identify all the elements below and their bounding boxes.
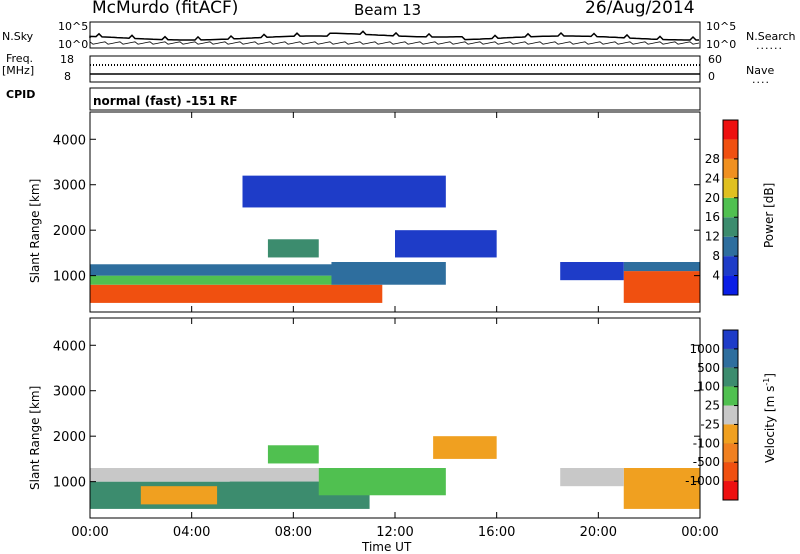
freq-tick-bottom: 8 <box>64 70 71 83</box>
station-title: McMurdo (fitACF) <box>92 0 239 18</box>
velocity-colorbar-tick-label-2: 100 <box>697 380 720 394</box>
velocity-ytick-label-0: 1000 <box>53 476 86 491</box>
freq-panel-frame <box>89 55 701 83</box>
velocity-colorbar-tick-label-7: -1000 <box>685 474 720 488</box>
power-colorbar-swatch-1 <box>723 256 738 276</box>
velocity-xtick-label-2: 08:00 <box>275 525 312 540</box>
power-ytick-label-2: 3000 <box>53 179 86 194</box>
cpid-text: normal (fast) -151 RF <box>93 94 238 108</box>
power-colorbar-frame <box>722 119 739 296</box>
cpid-label: CPID <box>6 88 36 101</box>
date-label: 26/Aug/2014 <box>585 0 695 18</box>
velocity-xtick-label-0: 00:00 <box>71 525 108 540</box>
time-xlabel: Time UT <box>362 540 412 554</box>
freq-label: Freq. <box>6 52 34 65</box>
power-colorbar-tick-label-2: 12 <box>705 230 720 244</box>
nsearch-tick-bottom: 10^0 <box>706 38 737 51</box>
velocity-xtick-label-6: 00:00 <box>681 525 718 540</box>
power-cell-7 <box>560 262 624 281</box>
power-colorbar-swatch-3 <box>723 217 738 237</box>
power-colorbar-swatch-7 <box>723 139 738 159</box>
power-colorbar-swatch-6 <box>723 158 738 179</box>
velocity-colorbar-band-6 <box>723 443 738 463</box>
velocity-xtick-label-4: 16:00 <box>478 525 515 540</box>
velocity-cell-4 <box>318 468 446 496</box>
velocity-colorbar-band-8 <box>723 481 738 500</box>
power-cell-4 <box>395 230 497 258</box>
power-ytick-label-1: 2000 <box>53 224 86 239</box>
power-cell-5 <box>623 271 700 303</box>
velocity-colorbar-band-3 <box>723 386 738 406</box>
power-colorbar-swatch-4 <box>723 197 738 218</box>
power-colorbar-tick-label-0: 4 <box>712 269 720 283</box>
power-cell-6 <box>623 262 700 272</box>
velocity-colorbar-band-2 <box>723 367 738 387</box>
nsky-panel-frame <box>89 21 701 49</box>
freq-unit: [MHz] <box>2 64 35 77</box>
nsearch-legend-dots: ······ <box>756 42 783 55</box>
velocity-cell-3 <box>229 481 319 505</box>
beam-label: Beam 13 <box>354 1 422 19</box>
velocity-colorbar-tick-label-5: -100 <box>693 436 720 450</box>
velocity-cell-1 <box>90 468 319 482</box>
power-cell-1 <box>90 275 370 285</box>
freq-tick-top: 18 <box>60 53 74 66</box>
nsearch-tick-top: 10^5 <box>706 20 737 33</box>
power-colorbar-tick-label-5: 24 <box>705 171 720 185</box>
power-colorbar-tick-label-3: 16 <box>705 210 720 224</box>
velocity-cell-5 <box>623 468 700 509</box>
velocity-cell-2 <box>140 486 218 505</box>
nsky-tick-bottom: 10^0 <box>58 38 89 51</box>
velocity-colorbar-tick-label-3: 25 <box>705 399 720 413</box>
nsky-series-line <box>89 30 699 41</box>
power-cell-0 <box>90 284 383 303</box>
nave-tick-top: 60 <box>708 53 722 66</box>
velocity-colorbar-tick-label-4: -25 <box>700 417 720 431</box>
velocity-ytick-label-2: 3000 <box>53 385 86 400</box>
power-colorbar-tick-label-6: 28 <box>705 152 720 166</box>
power-colorbar-swatch-8 <box>723 120 738 140</box>
velocity-xtick-label-1: 04:00 <box>173 525 210 540</box>
velocity-cell-6 <box>560 468 624 487</box>
power-cell-3 <box>331 262 446 285</box>
power-colorbar-tick-label-4: 20 <box>705 191 720 205</box>
power-cell-9 <box>242 175 446 208</box>
velocity-colorbar-band-7 <box>723 462 738 482</box>
nave-tick-bottom: 0 <box>708 70 715 83</box>
velocity-xtick-label-5: 20:00 <box>580 525 617 540</box>
velocity-colorbar-tick-label-1: 500 <box>697 361 720 375</box>
nave-legend-dots: ···· <box>752 76 770 89</box>
power-colorbar-swatch-2 <box>723 236 738 257</box>
cpid-panel-frame <box>89 87 701 111</box>
power-colorbar-swatch-5 <box>723 178 738 198</box>
velocity-colorbar-band-1 <box>723 348 738 368</box>
power-colorbar-swatch-0 <box>723 275 738 295</box>
nsky-tick-top: 10^5 <box>58 20 89 33</box>
nsearch-label: N.Search <box>746 30 796 43</box>
velocity-colorbar-band-0 <box>723 330 738 349</box>
velocity-xtick-label-3: 12:00 <box>376 525 413 540</box>
velocity-colorbar-frame <box>722 329 739 501</box>
power-ytick-label-3: 4000 <box>53 133 86 148</box>
nave-label: Nave <box>746 64 775 77</box>
power-cell-2 <box>90 264 370 276</box>
velocity-cell-7 <box>433 436 497 459</box>
power-ytick-label-0: 1000 <box>53 270 86 285</box>
power-colorbar-tick-label-1: 8 <box>712 249 720 263</box>
velocity-ytick-label-3: 4000 <box>53 339 86 354</box>
velocity-colorbar-band-5 <box>723 424 738 444</box>
power-cell-8 <box>267 239 319 258</box>
nsearch-series-line <box>89 40 700 45</box>
velocity-colorbar-tick-label-6: -500 <box>693 455 720 469</box>
velocity-ytick-label-1: 2000 <box>53 430 86 445</box>
nsky-label: N.Sky <box>2 30 34 43</box>
velocity-colorbar-tick-label-0: 1000 <box>689 342 720 356</box>
velocity-colorbar-band-4 <box>723 405 738 425</box>
velocity-cell-8 <box>267 445 319 464</box>
